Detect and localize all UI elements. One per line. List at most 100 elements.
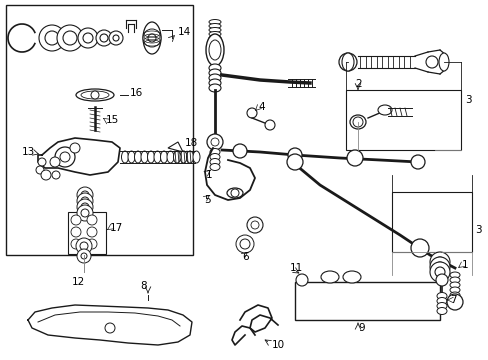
Circle shape	[434, 267, 444, 277]
Circle shape	[77, 205, 93, 221]
Circle shape	[346, 150, 362, 166]
Polygon shape	[168, 142, 183, 152]
Text: 14: 14	[178, 27, 191, 37]
Circle shape	[232, 144, 246, 158]
Ellipse shape	[436, 297, 446, 305]
Ellipse shape	[449, 272, 459, 278]
Circle shape	[78, 28, 98, 48]
Circle shape	[338, 53, 356, 71]
Text: 6: 6	[242, 252, 248, 262]
Ellipse shape	[209, 158, 220, 166]
Ellipse shape	[349, 115, 365, 129]
Circle shape	[434, 262, 444, 272]
Circle shape	[105, 323, 115, 333]
Circle shape	[246, 217, 263, 233]
Ellipse shape	[208, 36, 221, 41]
Ellipse shape	[167, 151, 174, 163]
Bar	[68, 212, 106, 254]
Text: 15: 15	[106, 115, 119, 125]
Text: 18: 18	[184, 138, 198, 148]
Ellipse shape	[142, 22, 161, 54]
Circle shape	[76, 238, 92, 254]
Circle shape	[250, 221, 259, 229]
Ellipse shape	[436, 292, 446, 300]
Ellipse shape	[438, 53, 448, 71]
Ellipse shape	[193, 151, 200, 163]
Ellipse shape	[449, 287, 459, 293]
Ellipse shape	[186, 151, 193, 163]
Ellipse shape	[208, 69, 221, 77]
Ellipse shape	[208, 23, 221, 28]
Text: 13: 13	[22, 147, 35, 157]
Circle shape	[50, 157, 60, 167]
Circle shape	[236, 235, 253, 253]
Circle shape	[77, 193, 93, 209]
Circle shape	[148, 34, 156, 42]
Circle shape	[206, 134, 223, 150]
Circle shape	[286, 154, 303, 170]
Circle shape	[39, 25, 65, 51]
Ellipse shape	[377, 105, 391, 115]
Circle shape	[210, 138, 219, 146]
Ellipse shape	[436, 302, 446, 310]
Circle shape	[287, 148, 302, 162]
Circle shape	[435, 274, 447, 286]
Circle shape	[80, 242, 88, 250]
Bar	[294, 282, 439, 320]
Circle shape	[81, 197, 89, 205]
Ellipse shape	[320, 271, 338, 283]
Bar	[346, 90, 460, 150]
Circle shape	[113, 35, 119, 41]
Circle shape	[55, 147, 75, 167]
Circle shape	[429, 257, 449, 277]
Text: 1: 1	[205, 170, 212, 180]
Circle shape	[109, 31, 123, 45]
Ellipse shape	[81, 91, 109, 99]
Ellipse shape	[147, 151, 154, 163]
Circle shape	[60, 152, 70, 162]
Circle shape	[81, 209, 89, 217]
Ellipse shape	[449, 277, 459, 283]
Ellipse shape	[208, 27, 221, 32]
Ellipse shape	[209, 149, 220, 156]
Circle shape	[342, 57, 352, 67]
Circle shape	[63, 31, 77, 45]
Ellipse shape	[128, 151, 135, 163]
Ellipse shape	[449, 292, 459, 298]
Text: 10: 10	[271, 340, 285, 350]
Circle shape	[100, 34, 108, 42]
Ellipse shape	[134, 151, 141, 163]
Ellipse shape	[141, 151, 148, 163]
Bar	[6, 5, 193, 255]
Ellipse shape	[208, 19, 221, 24]
Ellipse shape	[341, 53, 353, 71]
Ellipse shape	[342, 271, 360, 283]
Circle shape	[240, 239, 249, 249]
Circle shape	[77, 199, 93, 215]
Text: 16: 16	[130, 88, 143, 98]
Ellipse shape	[208, 79, 221, 87]
Text: 2: 2	[354, 79, 361, 89]
Circle shape	[38, 158, 46, 166]
Circle shape	[77, 187, 93, 203]
Circle shape	[352, 117, 362, 127]
Text: 7: 7	[449, 295, 456, 305]
Circle shape	[429, 252, 449, 272]
Ellipse shape	[208, 64, 221, 72]
Circle shape	[52, 171, 60, 179]
Ellipse shape	[76, 89, 114, 101]
Circle shape	[87, 227, 97, 237]
Circle shape	[87, 239, 97, 249]
Circle shape	[71, 239, 81, 249]
Text: 3: 3	[474, 225, 481, 235]
Circle shape	[71, 227, 81, 237]
Ellipse shape	[208, 74, 221, 82]
Circle shape	[45, 31, 59, 45]
Text: 1: 1	[461, 260, 468, 270]
Circle shape	[83, 33, 93, 43]
Circle shape	[71, 215, 81, 225]
Circle shape	[230, 189, 239, 197]
Ellipse shape	[121, 151, 128, 163]
Circle shape	[410, 155, 424, 169]
Circle shape	[246, 108, 257, 118]
